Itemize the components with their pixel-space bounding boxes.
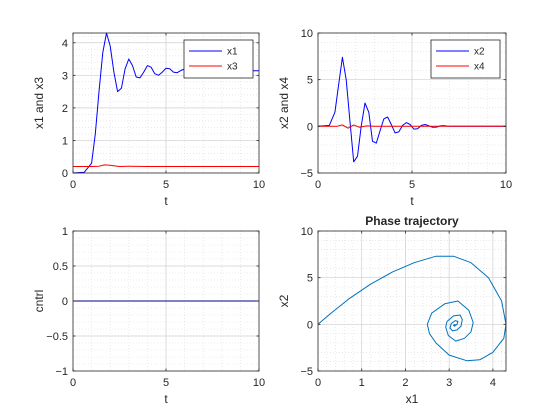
y-tick-label: −0.5 (46, 331, 68, 343)
x-tick-label: 5 (163, 377, 169, 389)
x-tick-label: 0 (70, 179, 76, 191)
legend-box (183, 39, 254, 79)
x-tick-label: 10 (500, 179, 512, 191)
x-tick-label: 0 (70, 377, 76, 389)
y-tick-label: 1 (62, 226, 68, 238)
axes-box (317, 230, 507, 372)
x-axis-label: t (164, 194, 168, 208)
x-axis-label: x1 (406, 392, 419, 406)
x-axis-label: t (410, 194, 414, 208)
y-tick-label: 1 (62, 135, 68, 147)
y-tick-label: 0 (62, 168, 68, 180)
x-tick-label: 5 (163, 179, 169, 191)
chart-title: Phase trajectory (365, 214, 459, 228)
y-axis-label: cntrl (32, 290, 46, 313)
legend-box (430, 39, 501, 79)
plot-area (318, 231, 506, 371)
y-tick-label: −5 (300, 366, 313, 378)
legend-label-x3: x3 (227, 62, 238, 73)
axes-3: 0 5 10 −1 −0.5 0 0.5 1 t cntrl (32, 226, 265, 406)
x-tick-label: 2 (402, 377, 408, 389)
y-axis-label: x2 (277, 294, 291, 307)
legend-label-x2: x2 (474, 47, 485, 58)
y-axis-label: x2 and x4 (277, 77, 291, 129)
x-tick-label: 0 (315, 377, 321, 389)
y-tick-label: 0 (307, 319, 313, 331)
x-tick-label: 1 (359, 377, 365, 389)
y-tick-label: 5 (307, 75, 313, 87)
y-tick-label: 0 (62, 296, 68, 308)
y-tick-label: −1 (55, 366, 68, 378)
y-tick-label: 10 (301, 226, 313, 238)
x-axis-label: t (164, 392, 168, 406)
series-line-x3 (73, 164, 259, 167)
x-tick-label: 5 (409, 179, 415, 191)
y-axis-label: x1 and x3 (32, 77, 46, 129)
x-tick-label: 3 (446, 377, 452, 389)
series-line-1 (317, 255, 507, 362)
y-tick-label: 10 (301, 28, 313, 40)
x-tick-label: 10 (253, 179, 265, 191)
y-tick-label: 2 (62, 103, 68, 115)
major-grid (318, 231, 506, 371)
y-tick-label: −5 (300, 168, 313, 180)
x-tick-label: 10 (253, 377, 265, 389)
y-tick-label: 0.5 (53, 261, 68, 273)
y-tick-label: 5 (307, 273, 313, 285)
y-tick-label: 0 (307, 121, 313, 133)
y-tick-label: 4 (62, 38, 68, 50)
legend-label-x4: x4 (474, 62, 485, 73)
series-line-x4 (318, 124, 506, 129)
y-tick-label: 3 (62, 70, 68, 82)
legend-label-x1: x1 (227, 47, 238, 58)
x-tick-label: 0 (315, 179, 321, 191)
x-tick-label: 4 (490, 377, 496, 389)
